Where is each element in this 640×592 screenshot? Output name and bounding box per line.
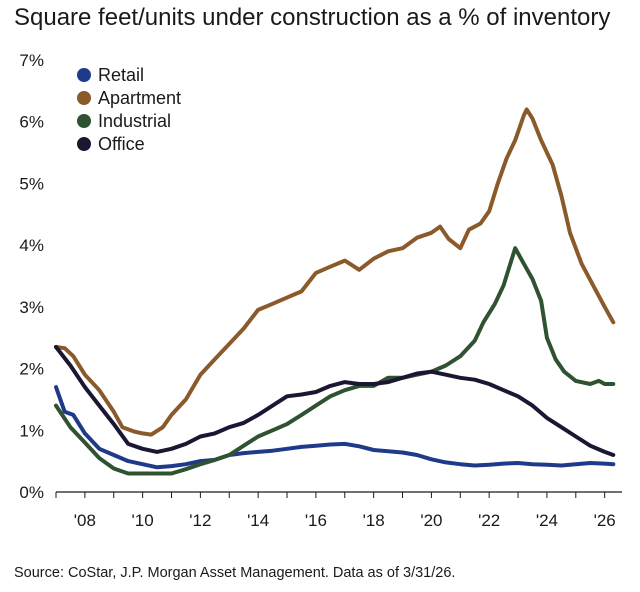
- x-tick-label: '22: [478, 511, 500, 530]
- series-line-retail: [54, 385, 616, 470]
- legend-label-retail: Retail: [98, 65, 144, 85]
- y-axis: 0% 1% 2% 3% 4% 5% 6% 7%: [19, 51, 44, 502]
- x-tick-label: '12: [189, 511, 211, 530]
- y-tick-label: 3%: [19, 298, 44, 317]
- y-tick-label: 5%: [19, 174, 44, 193]
- x-axis: '08 '10 '12 '14 '16 '18 '20 '22 '24 '26: [55, 492, 616, 530]
- x-tick-label: '16: [305, 511, 327, 530]
- legend-label-office: Office: [98, 134, 145, 154]
- y-tick-label: 0%: [19, 483, 44, 502]
- x-tick-label: '08: [74, 511, 96, 530]
- series-lines: [54, 107, 616, 476]
- legend-marker-office: [77, 137, 91, 151]
- legend-label-industrial: Industrial: [98, 111, 171, 131]
- series-line-industrial: [54, 246, 616, 476]
- y-tick-label: 1%: [19, 421, 44, 440]
- x-tick-label: '18: [363, 511, 385, 530]
- legend: Retail Apartment Industrial Office: [77, 65, 181, 154]
- x-tick-label: '26: [594, 511, 616, 530]
- chart-title: Square feet/units under construction as …: [14, 4, 611, 31]
- y-tick-label: 4%: [19, 236, 44, 255]
- x-tick-label: '14: [247, 511, 269, 530]
- x-tick-label: '24: [536, 511, 558, 530]
- x-tick-label: '20: [420, 511, 442, 530]
- legend-marker-industrial: [77, 114, 91, 128]
- y-tick-label: 6%: [19, 113, 44, 132]
- y-tick-label: 7%: [19, 51, 44, 70]
- y-tick-label: 2%: [19, 360, 44, 379]
- legend-marker-apartment: [77, 91, 91, 105]
- legend-marker-retail: [77, 68, 91, 82]
- source-note: Source: CoStar, J.P. Morgan Asset Manage…: [14, 565, 456, 581]
- legend-label-apartment: Apartment: [98, 88, 181, 108]
- x-tick-label: '10: [132, 511, 154, 530]
- series-line-office: [54, 345, 616, 457]
- series-line-apartment: [54, 107, 616, 437]
